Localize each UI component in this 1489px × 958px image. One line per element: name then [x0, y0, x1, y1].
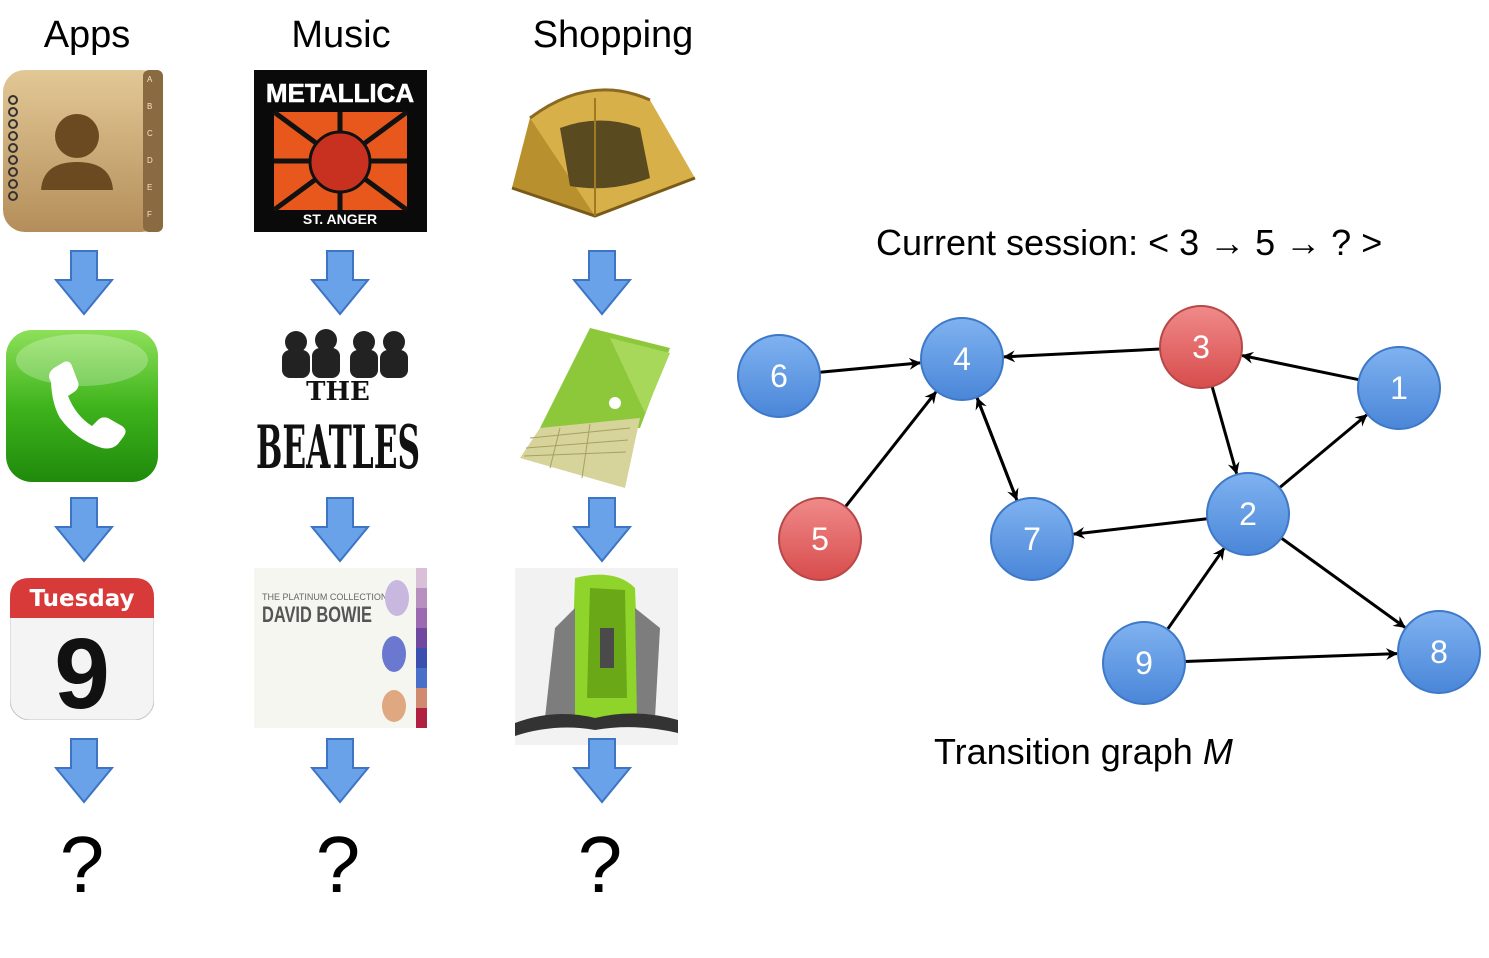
beatles-name-label: BEATLES	[256, 413, 420, 483]
calendar-date-label: 9	[54, 618, 110, 720]
contacts-tab-d: D	[147, 156, 153, 165]
graph-node-circle	[920, 317, 1004, 401]
graph-node-8: 8	[1397, 610, 1481, 694]
column-title-shopping: Shopping	[532, 14, 694, 56]
contacts-app-icon: A B C D E F	[3, 70, 163, 232]
tent-product-image	[500, 78, 700, 220]
phone-app-icon	[6, 330, 158, 482]
graph-node-circle	[1159, 305, 1243, 389]
graph-node-label: 4	[953, 341, 971, 377]
graph-node-circle	[737, 334, 821, 418]
graph-node-circle	[1397, 610, 1481, 694]
graph-edge-3-to-2	[1210, 386, 1240, 475]
down-arrow-icon	[54, 250, 114, 316]
graph-node-label: 5	[811, 521, 829, 557]
graph-edge-2-to-7	[1072, 517, 1208, 539]
graph-node-3: 3	[1159, 305, 1243, 389]
graph-edge-9-to-2	[1166, 547, 1226, 631]
down-arrow-icon	[572, 738, 632, 804]
calendar-app-icon: Tuesday 9	[10, 578, 154, 720]
graph-node-circle	[778, 497, 862, 581]
graph-edge-2-to-8	[1280, 536, 1406, 629]
sleeping-bag-product-image	[520, 328, 672, 488]
down-arrow-icon	[54, 738, 114, 804]
phone-handset-icon	[49, 361, 126, 449]
backpack-product-image	[515, 568, 678, 745]
graph-node-label: 7	[1023, 521, 1041, 557]
next-item-question-apps: ?	[59, 820, 105, 909]
bowie-artist-name: DAVID BOWIE	[262, 602, 372, 627]
graph-node-circle	[1357, 346, 1441, 430]
graph-caption: Transition graph M	[934, 731, 1233, 773]
graph-caption-symbol: M	[1202, 731, 1233, 772]
bowie-album-subtitle: THE PLATINUM COLLECTION	[262, 592, 387, 602]
down-arrow-icon	[310, 250, 370, 316]
graph-edge-7-to-4	[975, 397, 1019, 502]
graph-node-label: 1	[1390, 370, 1408, 406]
down-arrow-icon	[310, 497, 370, 563]
graph-node-label: 6	[770, 358, 788, 394]
contacts-tab-b: B	[147, 102, 152, 111]
metallica-album-cover: METALLICA ST. ANGER	[254, 70, 427, 232]
next-item-question-music: ?	[315, 820, 361, 909]
metallica-album-title: ST. ANGER	[303, 211, 377, 227]
graph-edge-9-to-8	[1184, 647, 1399, 663]
graph-node-label: 2	[1239, 496, 1257, 532]
down-arrow-icon	[310, 738, 370, 804]
graph-node-label: 9	[1135, 645, 1153, 681]
graph-node-9: 9	[1102, 621, 1186, 705]
bowie-album-cover: THE PLATINUM COLLECTION DAVID BOWIE	[254, 568, 427, 728]
down-arrow-icon	[572, 250, 632, 316]
beatles-album-cover: THE BEATLES	[254, 328, 424, 488]
graph-edge-1-to-3	[1241, 351, 1360, 382]
graph-node-label: 8	[1430, 634, 1448, 670]
graph-node-circle	[990, 497, 1074, 581]
calendar-day-label: Tuesday	[29, 586, 134, 612]
graph-node-6: 6	[737, 334, 821, 418]
contacts-tab-c: C	[147, 129, 153, 138]
graph-edge-3-to-4	[1002, 347, 1161, 363]
graph-edge-5-to-4	[844, 391, 938, 508]
down-arrow-icon	[54, 497, 114, 563]
next-item-question-shopping: ?	[577, 820, 623, 909]
graph-edge-6-to-4	[819, 357, 922, 374]
column-title-apps: Apps	[43, 14, 131, 56]
graph-node-2: 2	[1206, 472, 1290, 556]
graph-node-7: 7	[990, 497, 1074, 581]
graph-node-5: 5	[778, 497, 862, 581]
contacts-tab-f: F	[147, 210, 152, 219]
down-arrow-icon	[572, 497, 632, 563]
person-silhouette-icon	[41, 114, 113, 190]
graph-node-4: 4	[920, 317, 1004, 401]
graph-node-label: 3	[1192, 329, 1210, 365]
current-session-label: Current session: < 3 → 5 → ? >	[876, 222, 1383, 263]
graph-edge-2-to-1	[1278, 413, 1368, 489]
column-title-music: Music	[291, 14, 391, 56]
beatles-the-label: THE	[306, 377, 370, 407]
graph-node-1: 1	[1357, 346, 1441, 430]
contacts-tab-e: E	[147, 183, 152, 192]
graph-node-circle	[1102, 621, 1186, 705]
contacts-tab-a: A	[147, 75, 153, 84]
graph-caption-text: Transition graph	[934, 731, 1193, 772]
metallica-band-name: METALLICA	[266, 78, 414, 108]
graph-node-circle	[1206, 472, 1290, 556]
